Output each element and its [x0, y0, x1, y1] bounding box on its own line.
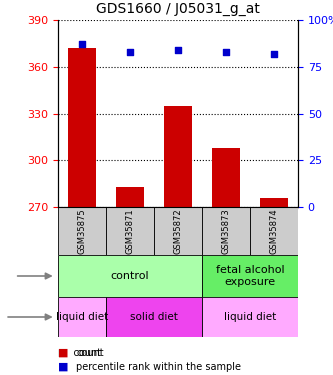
Bar [260, 198, 288, 207]
Text: liquid diet: liquid diet [224, 312, 276, 322]
Point [127, 49, 133, 55]
Bar [116, 187, 145, 207]
Title: GDS1660 / J05031_g_at: GDS1660 / J05031_g_at [96, 2, 260, 16]
Text: count: count [76, 348, 104, 358]
Bar [106, 207, 154, 255]
Text: GSM35875: GSM35875 [78, 208, 87, 254]
Bar [58, 255, 202, 297]
Bar [250, 207, 298, 255]
Text: ■: ■ [58, 362, 69, 372]
Text: liquid diet: liquid diet [56, 312, 108, 322]
Point [79, 41, 85, 47]
Bar [164, 106, 192, 207]
Text: solid diet: solid diet [130, 312, 178, 322]
Bar [202, 297, 298, 337]
Text: GSM35871: GSM35871 [126, 208, 135, 254]
Bar [211, 148, 240, 207]
Bar [202, 255, 298, 297]
Bar [154, 207, 202, 255]
Bar [202, 207, 250, 255]
Text: GSM35873: GSM35873 [221, 208, 230, 254]
Point [223, 49, 229, 55]
Text: control: control [111, 271, 149, 281]
Text: percentile rank within the sample: percentile rank within the sample [76, 362, 241, 372]
Text: fetal alcohol
exposure: fetal alcohol exposure [216, 265, 284, 287]
Bar [106, 297, 202, 337]
Bar [58, 207, 106, 255]
Text: ■  count: ■ count [58, 348, 101, 358]
Point [175, 47, 181, 53]
Text: GSM35872: GSM35872 [173, 208, 182, 254]
Text: GSM35874: GSM35874 [269, 208, 278, 254]
Bar [58, 297, 106, 337]
Text: ■: ■ [58, 348, 69, 358]
Bar [68, 48, 96, 207]
Point [271, 51, 277, 57]
